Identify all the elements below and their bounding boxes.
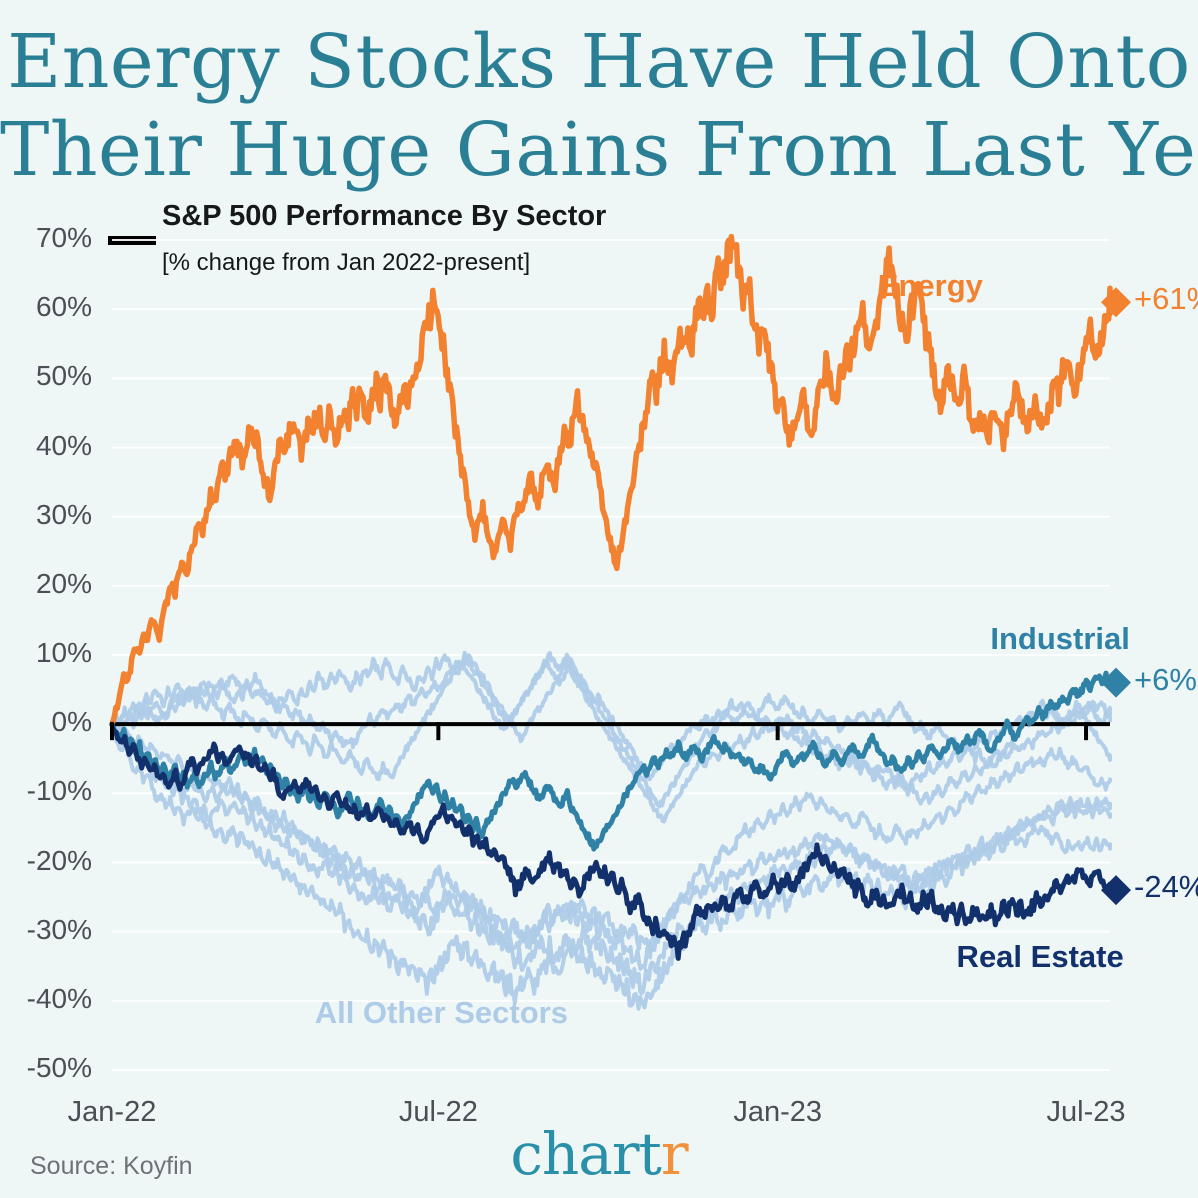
- y-axis-tick-label: 60%: [35, 291, 92, 323]
- series-value-real-estate: -24%: [1134, 869, 1198, 905]
- x-axis-tick-label: Jan-22: [67, 1096, 157, 1128]
- series-line-energy: [109, 233, 1113, 727]
- y-axis-tick-label: -20%: [26, 844, 92, 876]
- brand-logo-main: chart: [510, 1120, 661, 1188]
- brand-logo: chartr: [0, 1120, 1198, 1188]
- y-axis-tick-label: 50%: [35, 360, 92, 392]
- y-axis-tick-label: -10%: [26, 775, 92, 807]
- series-line-real-estate: [109, 721, 1113, 961]
- endpoint-marker-real-estate: [1101, 875, 1131, 906]
- series-line-other: [110, 653, 1112, 806]
- x-axis-tick-label: Jul-22: [398, 1096, 478, 1128]
- y-axis-tick-label: 40%: [35, 429, 92, 461]
- y-axis-tick-label: 20%: [35, 567, 92, 599]
- endpoint-marker-industrial: [1101, 667, 1131, 698]
- series-value-industrial: +6%: [1134, 661, 1197, 697]
- series-label-industrial: Industrial: [990, 621, 1130, 657]
- series-line-other: [110, 722, 1112, 996]
- chart-subtitle: S&P 500 Performance By Sector: [162, 200, 607, 232]
- series-line-other: [110, 722, 1112, 1011]
- x-axis-tick-label: Jan-23: [733, 1096, 822, 1128]
- brand-logo-accent: r: [660, 1120, 689, 1188]
- source-note: Source: Koyfin: [30, 1152, 193, 1180]
- series-line-industrial: [109, 670, 1113, 852]
- y-axis-tick-label: 0%: [51, 706, 92, 738]
- series-line-other: [110, 651, 1112, 809]
- title-line-1: Energy Stocks Have Held Onto: [7, 19, 1191, 105]
- y-axis-tick-label: 70%: [35, 222, 92, 253]
- x-axis-tick-label: Jul-23: [1046, 1096, 1126, 1128]
- series-line-other: [110, 650, 1112, 824]
- y-axis-tick-label: 10%: [35, 637, 92, 668]
- y-axis-tick-label: 30%: [35, 498, 92, 530]
- y-axis-tick-label: -40%: [26, 982, 92, 1014]
- series-label-real-estate: Real Estate: [956, 939, 1124, 975]
- y-axis-tick-label: -50%: [26, 1052, 92, 1083]
- chart-subtitle-note: [% change from Jan 2022-present]: [162, 249, 531, 276]
- title-line-2: Their Huge Gains From Last Year: [0, 107, 1198, 193]
- series-label-all-other-sectors: All Other Sectors: [314, 994, 568, 1030]
- series-line-other: [110, 722, 1112, 953]
- page-title: Energy Stocks Have Held Onto Their Huge …: [0, 18, 1198, 194]
- series-label-energy: Energy: [877, 268, 983, 304]
- y-axis-tick-label: -30%: [26, 913, 92, 945]
- series-value-energy: +61%: [1134, 281, 1198, 317]
- endpoint-marker-energy: [1101, 287, 1131, 318]
